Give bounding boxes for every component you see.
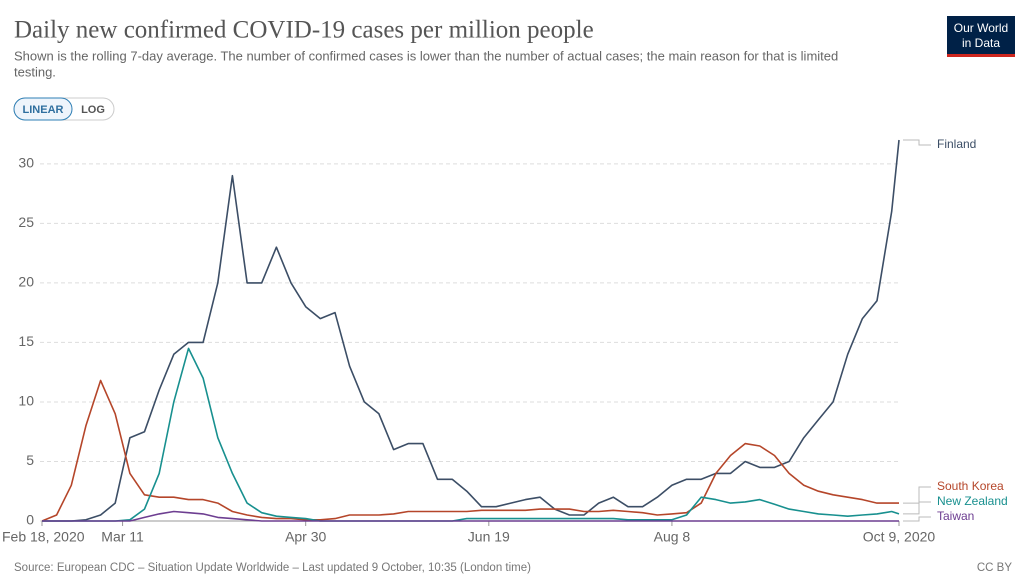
legend-connector [903,516,931,522]
log-label[interactable]: LOG [81,104,105,116]
subtitle: Shown is the rolling 7-day average. The … [14,48,838,63]
legend-label: South Korea [937,479,1004,493]
y-tick-label: 25 [18,214,34,230]
logo-text: in Data [962,36,1000,50]
x-tick-label: Oct 9, 2020 [863,529,936,545]
legend-label: New Zealand [937,494,1008,508]
linear-button[interactable] [13,97,73,121]
y-tick-label: 30 [18,155,34,171]
y-tick-label: 5 [26,452,34,468]
legend-connector [903,486,931,504]
y-tick-label: 0 [26,512,34,528]
x-tick-label: Aug 8 [654,529,691,545]
y-tick-label: 15 [18,333,34,349]
source: Source: European CDC – Situation Update … [14,562,531,574]
x-tick-label: Apr 30 [285,529,326,545]
y-tick-label: 20 [18,274,34,290]
y-tick-label: 10 [18,393,34,409]
logo-bar [947,54,1015,57]
subtitle: testing. [14,64,56,79]
license: CC BY [977,562,1012,574]
series-line [42,510,899,522]
x-tick-label: Feb 18, 2020 [2,529,85,545]
legend-label: Taiwan [937,509,974,523]
logo[interactable] [947,16,1015,54]
x-tick-label: Jun 19 [468,529,510,545]
legend-connector [903,501,931,515]
series-line [41,379,899,522]
chart-title: Daily new confirmed COVID-19 cases per m… [14,17,594,44]
logo-text: Our World [954,21,1008,35]
legend-label: Finland [937,137,976,151]
series-line [42,139,900,522]
series-line [42,347,900,522]
x-tick-label: Mar 11 [101,529,144,545]
legend-connector [903,139,931,146]
linear-label[interactable]: LINEAR [23,104,64,116]
